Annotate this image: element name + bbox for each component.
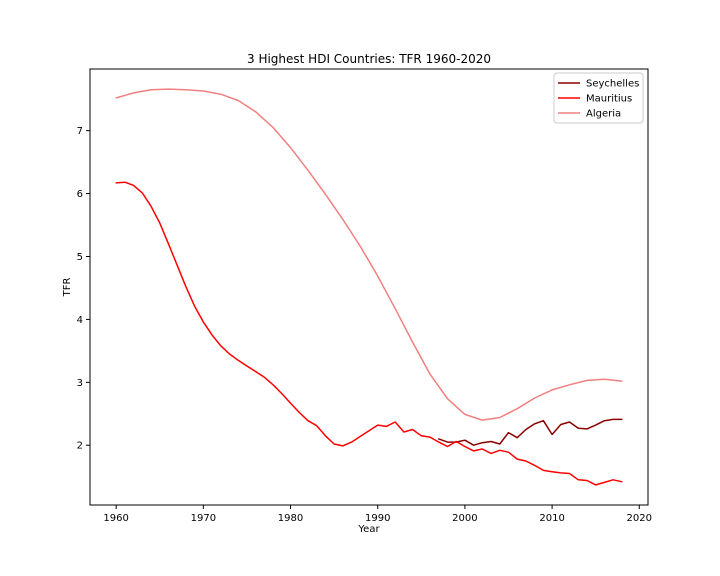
- y-tick-label: 3: [77, 378, 83, 389]
- y-axis: 2 3 4 5 6 7: [77, 126, 90, 452]
- legend-frame: [553, 72, 644, 124]
- y-tick-label: 5: [77, 252, 83, 263]
- plot-area-frame: [89, 68, 649, 506]
- series-line-seychelles: [438, 418, 623, 446]
- x-tick-label: 1980: [278, 513, 303, 524]
- legend: Seychelles Mauritius Algeria: [553, 72, 644, 124]
- legend-label-algeria: Algeria: [586, 109, 621, 120]
- x-axis: 1960 1970 1980 1990 2000 2010 2020: [103, 505, 652, 524]
- y-axis-label: TFR: [62, 278, 73, 298]
- y-tick-label: 7: [77, 126, 83, 137]
- series-line-mauritius: [115, 181, 623, 486]
- x-tick-label: 1970: [191, 513, 216, 524]
- x-tick-label: 2000: [452, 513, 477, 524]
- y-tick-label: 2: [77, 441, 83, 452]
- legend-label-mauritius: Mauritius: [586, 94, 632, 105]
- series-layer: [115, 88, 623, 486]
- chart-title: 3 Highest HDI Countries: TFR 1960-2020: [247, 52, 491, 66]
- series-line-algeria: [115, 88, 623, 421]
- x-tick-label: 2020: [627, 513, 652, 524]
- y-tick-label: 4: [77, 315, 83, 326]
- x-tick-label: 2010: [539, 513, 564, 524]
- y-tick-label: 6: [77, 189, 83, 200]
- x-tick-label: 1990: [365, 513, 390, 524]
- x-axis-label: Year: [357, 524, 380, 535]
- legend-label-seychelles: Seychelles: [586, 79, 639, 90]
- x-tick-label: 1960: [103, 513, 128, 524]
